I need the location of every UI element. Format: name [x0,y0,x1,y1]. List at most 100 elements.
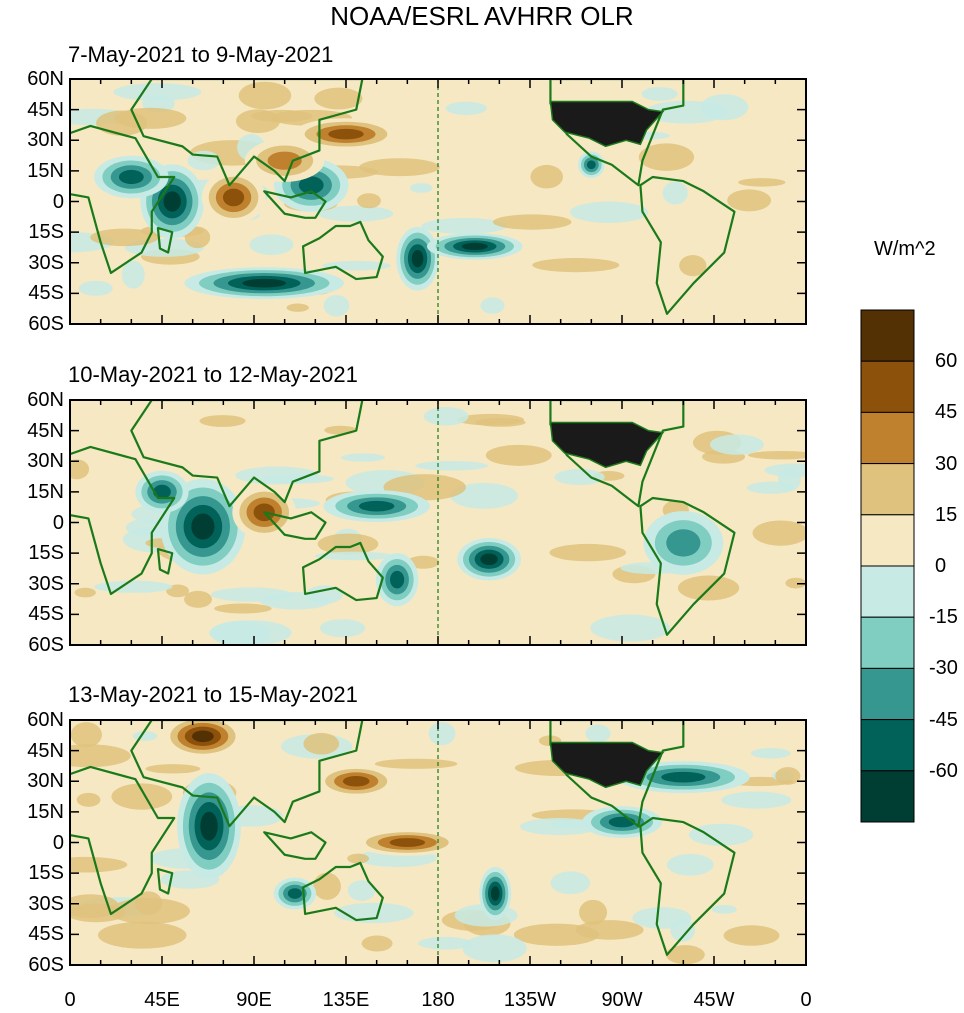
anomaly-feature-10 [586,160,596,170]
lon-tick-label: 90W [601,989,643,1011]
colorbar-label: -45 [929,708,958,731]
texture-patch [519,817,599,836]
texture-patch [70,856,128,873]
texture-patch [111,783,173,810]
texture-patch [721,791,792,809]
texture-patch [662,181,688,205]
lat-tick-label: 60N [27,709,64,731]
lat-tick-label: 45N [27,739,64,762]
texture-patch [74,587,96,598]
texture-patch [679,255,707,277]
texture-patch [184,590,212,608]
texture-patch [90,228,159,247]
texture-patch [214,603,272,614]
continent-outline-7 [156,226,174,254]
texture-patch [746,481,795,494]
anomaly-feature-6 [242,278,286,288]
anomaly-feature-9 [328,128,364,140]
anomaly-feature-5 [490,886,500,901]
continent-outline-4 [263,190,327,219]
continent-outline-3 [301,541,384,602]
texture-patch [638,143,695,171]
continent-outline-1 [70,124,176,275]
anomaly-feature-5 [461,242,488,251]
continent-outline-3 [301,220,384,281]
usa-land-fill [549,421,665,469]
texture-patch [114,107,187,129]
texture-patch [210,587,292,602]
texture-patch [94,580,173,593]
continent-outline-6 [639,175,736,315]
anomaly-feature-3 [480,553,498,566]
texture-patch [121,260,145,289]
texture-patch [569,201,649,223]
texture-patch [238,81,292,110]
colorbar-swatch [860,616,915,669]
texture-patch [361,935,393,952]
texture-patch [644,100,728,124]
colorbar-swatch [860,463,915,516]
lat-tick-label: 30N [27,450,64,473]
texture-patch [303,732,340,755]
lat-tick-label: 60S [28,313,64,335]
texture-patch [666,853,714,876]
lat-tick-label: 30S [28,572,64,595]
lon-tick-label: 45W [693,989,735,1011]
continent-outline-6 [639,816,736,956]
colorbar-swatch [860,565,915,618]
texture-patch [418,936,473,950]
panel-3-field [70,720,806,965]
colorbar-units: W/m^2 [874,238,936,260]
continent-outline-4 [263,831,327,860]
texture-patch [575,920,644,940]
continent-outline-1 [70,445,176,596]
lon-tick-label: 45E [144,989,180,1011]
lat-tick-label: 30S [28,251,64,274]
colorbar-swatch [860,719,915,772]
continent-outline-2 [130,79,364,187]
texture-patch [317,533,379,555]
anomaly-feature-3 [298,176,324,195]
texture-patch [665,945,705,965]
continent-outline-2 [130,400,364,508]
texture-patch [319,619,366,638]
texture-patch [347,880,376,901]
texture-patch [423,407,469,426]
lat-tick-label: 45N [27,419,64,442]
panel-3-title: 13-May-2021 to 15-May-2021 [68,682,358,707]
texture-patch [641,86,678,101]
texture-patch [785,577,806,589]
anomaly-feature-1 [163,191,181,212]
texture-patch [549,543,627,562]
texture-patch [313,872,341,900]
colorbar-label: -60 [929,759,958,782]
texture-patch [145,764,201,774]
texture-patch [550,871,591,895]
panel-2-title: 10-May-2021 to 12-May-2021 [68,362,358,387]
lat-tick-label: 30N [27,129,64,152]
lat-tick-label: 15S [28,542,64,565]
lat-tick-label: 15S [28,221,64,244]
texture-patch [738,178,786,187]
lat-tick-label: 30N [27,770,64,793]
colorbar-swatch [860,770,915,823]
anomaly-feature-1 [200,811,218,841]
texture-patch [485,444,552,466]
lat-tick-label: 45N [27,98,64,121]
anomaly-feature-7 [666,529,701,557]
colorbar-swatch [860,309,915,362]
texture-patch [108,898,190,925]
panel-2-field [70,400,806,645]
colorbar-swatch [860,411,915,465]
lon-tick-label: 0 [64,989,76,1011]
anomaly-feature-6 [287,888,302,899]
texture-patch [357,193,381,209]
texture-patch [314,551,394,561]
colorbar-swatch [860,514,915,567]
usa-land-fill [549,741,665,789]
texture-patch [184,226,211,249]
texture-patch [374,758,458,769]
texture-patch [585,724,611,743]
colorbar-label: 60 [935,350,958,373]
